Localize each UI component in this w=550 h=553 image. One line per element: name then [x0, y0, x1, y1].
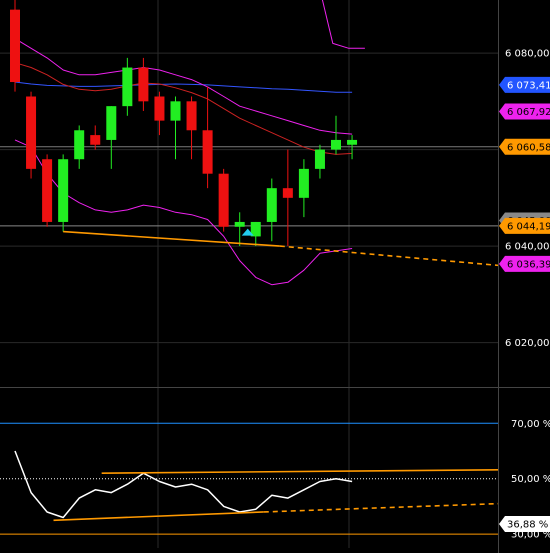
candle-bullish	[314, 149, 325, 169]
candle-bullish	[331, 139, 341, 150]
price-badge-shape	[499, 138, 550, 155]
candle-bullish	[106, 106, 117, 140]
price-trendline	[279, 245, 499, 267]
price-trendline	[63, 230, 280, 247]
price-badge-label: 6 073,41	[507, 81, 550, 92]
oscillator-axis-tick-label: 30,00 %	[511, 530, 550, 541]
candle-bullish	[234, 221, 245, 227]
bollinger-upper-line	[14, 38, 353, 135]
candle-bearish	[10, 9, 20, 83]
price-badge: 6 044,190	[499, 217, 550, 234]
candle-bullish	[122, 67, 133, 107]
candle-bullish	[298, 168, 309, 198]
price-badge: 6 060,582	[499, 138, 550, 155]
candle-bullish	[347, 139, 358, 145]
price-badge-label: 6 044,190	[507, 221, 550, 232]
price-badge-label: 6 060,582	[507, 142, 550, 153]
price-badge-shape	[499, 255, 550, 272]
candle-bearish	[202, 130, 213, 174]
price-axis-tick-label: 6 080,000	[505, 49, 550, 60]
candle-bullish	[58, 159, 69, 222]
candle-bearish	[186, 101, 197, 131]
oscillator-trendline	[101, 469, 499, 474]
price-badge-shape	[499, 217, 550, 234]
oscillator-badge-shape	[499, 516, 550, 533]
moving-average-blue-line	[14, 81, 353, 93]
oscillator-badge-label: 36,88 %	[507, 520, 548, 531]
candle-bearish	[26, 96, 37, 169]
candle-bullish	[74, 130, 85, 160]
oscillator-badge: 36,88 %	[499, 516, 550, 533]
price-badge: 6 067,92	[499, 103, 550, 120]
oscillator-axis-tick-label: 50,00 %	[511, 474, 550, 485]
price-axis-tick-label: 6 020,000	[505, 338, 550, 349]
candle-bearish	[138, 67, 149, 102]
candle-bullish	[250, 221, 261, 237]
price-badge: 6 073,41	[499, 76, 550, 93]
price-badge: 6 036,39	[499, 255, 550, 272]
candle-bearish	[42, 159, 53, 222]
signal-up-arrow-icon	[241, 228, 254, 236]
price-badge-label: 6 067,92	[507, 107, 550, 118]
candle-bullish	[170, 101, 181, 121]
candle-bearish	[218, 173, 229, 227]
moving-average-red-line	[14, 62, 353, 155]
candle-bearish	[154, 96, 165, 121]
oscillator-trendline	[53, 511, 264, 522]
bollinger-upper-tail-line	[321, 0, 365, 49]
candle-bearish	[282, 188, 293, 198]
oscillator-trendline	[263, 502, 499, 513]
oscillator-axis-tick-label: 70,00 %	[511, 419, 550, 430]
price-badge-shape	[499, 76, 550, 93]
candle-bearish	[90, 135, 101, 145]
bollinger-lower-line	[14, 139, 353, 286]
price-axis-tick-label: 6 040,000	[505, 242, 550, 253]
price-badge-shape	[499, 103, 550, 120]
candle-bullish	[266, 188, 277, 222]
price-badge-label: 6 036,39	[507, 260, 550, 271]
oscillator-series-line	[14, 450, 353, 519]
